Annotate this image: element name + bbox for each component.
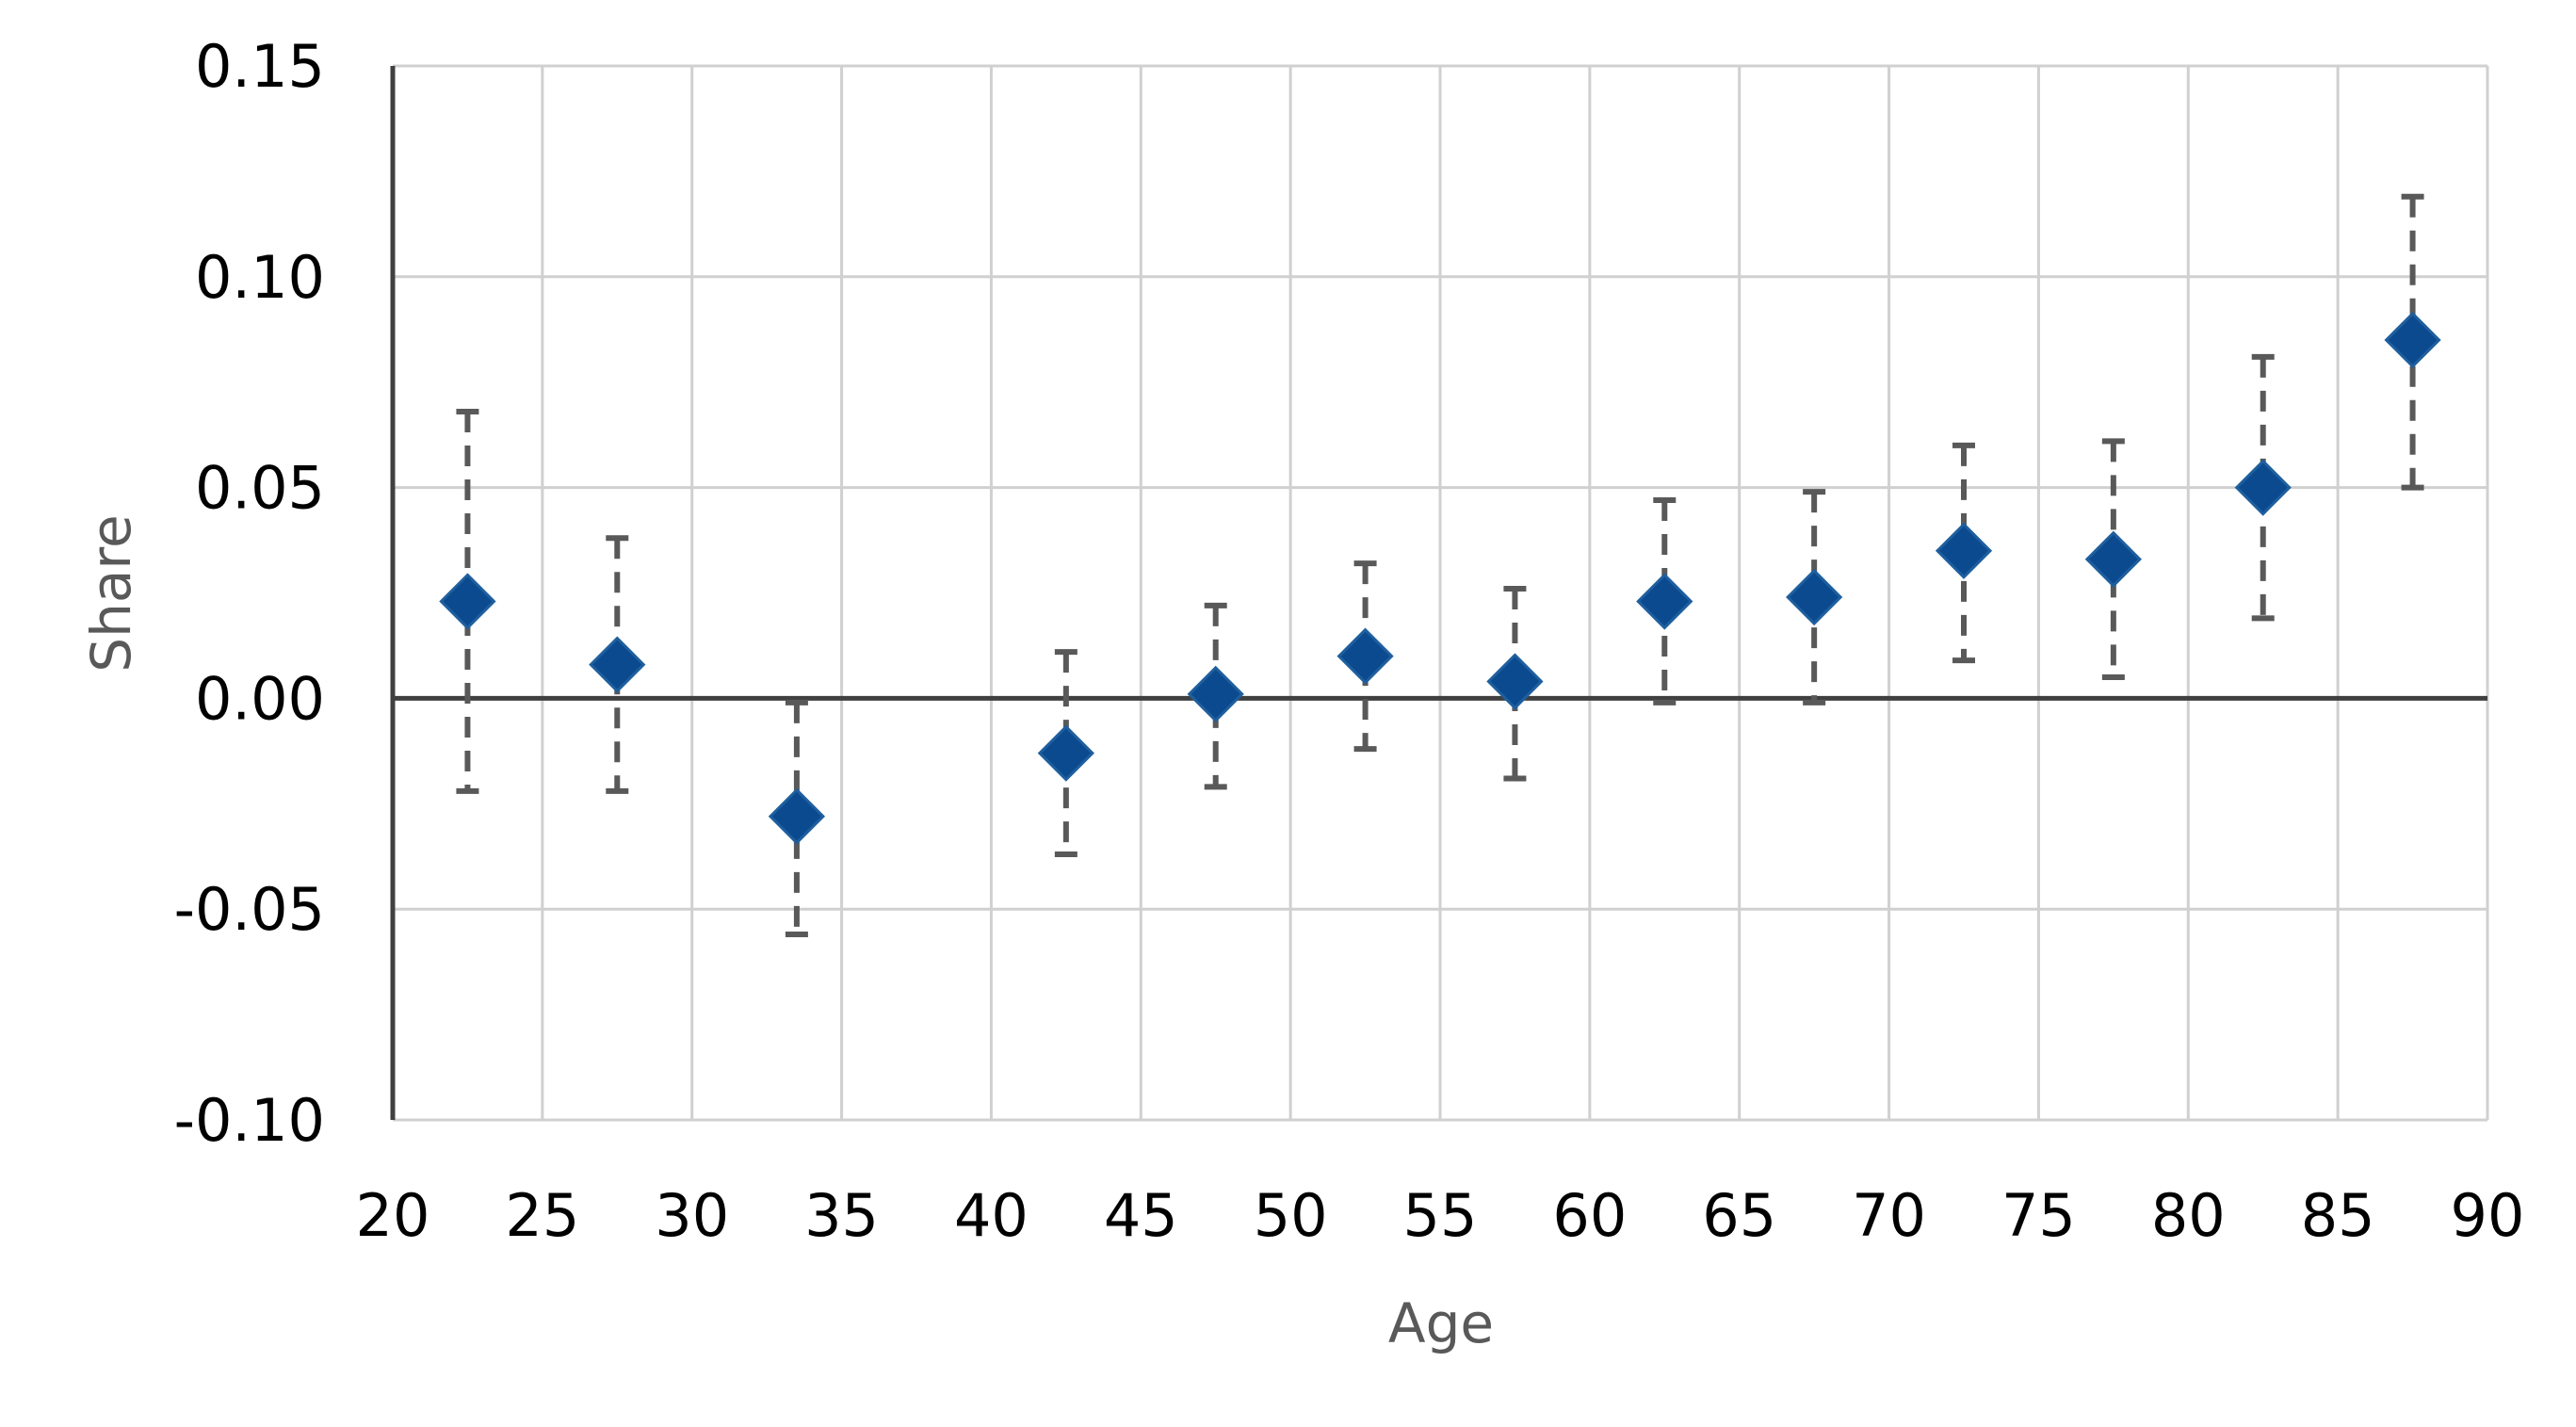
data-markers xyxy=(439,311,2441,845)
x-tick-label: 65 xyxy=(1702,1181,1776,1250)
x-tick-label: 50 xyxy=(1254,1181,1328,1250)
x-tick-label: 40 xyxy=(954,1181,1029,1250)
y-tick-label: 0.05 xyxy=(195,454,325,523)
data-point-marker xyxy=(2084,530,2142,588)
data-point-marker xyxy=(589,636,646,693)
y-tick-label: 0.15 xyxy=(195,32,325,101)
data-point-marker xyxy=(2384,311,2441,369)
x-tick-label: 80 xyxy=(2151,1181,2226,1250)
x-tick-label: 90 xyxy=(2451,1181,2525,1250)
y-tick-label: -0.10 xyxy=(174,1086,325,1155)
x-tick-label: 35 xyxy=(804,1181,879,1250)
data-point-marker xyxy=(768,787,826,845)
data-point-marker xyxy=(2234,459,2292,516)
data-point-marker xyxy=(1786,568,1843,626)
data-point-marker xyxy=(1187,665,1244,723)
x-axis-title: Age xyxy=(1388,1291,1494,1355)
x-tick-label: 70 xyxy=(1852,1181,1926,1250)
y-axis-title: Share xyxy=(79,514,143,672)
x-tick-label: 45 xyxy=(1104,1181,1178,1250)
data-point-marker xyxy=(1935,522,1993,579)
y-tick-label: 0.00 xyxy=(195,664,325,733)
x-tick-label: 60 xyxy=(1552,1181,1627,1250)
y-tick-label: -0.05 xyxy=(174,875,325,944)
x-axis-ticks: 20 25 30 35 40 45 50 55 60 65 70 75 80 85 90 xyxy=(356,1181,2525,1250)
data-point-marker xyxy=(1636,573,1693,630)
y-tick-label: 0.10 xyxy=(195,243,325,312)
x-tick-label: 25 xyxy=(505,1181,579,1250)
data-point-marker xyxy=(1037,724,1094,782)
x-tick-label: 30 xyxy=(655,1181,729,1250)
data-point-marker xyxy=(1337,627,1394,685)
gridlines xyxy=(393,64,2489,1122)
x-tick-label: 20 xyxy=(356,1181,430,1250)
x-tick-label: 55 xyxy=(1403,1181,1478,1250)
data-point-marker xyxy=(1486,653,1544,710)
x-tick-label: 85 xyxy=(2301,1181,2375,1250)
x-tick-label: 75 xyxy=(2001,1181,2076,1250)
axes xyxy=(390,66,2487,1120)
y-axis-ticks: 0.15 0.10 0.05 0.00 -0.05 -0.10 xyxy=(174,32,325,1155)
data-point-marker xyxy=(439,573,496,630)
